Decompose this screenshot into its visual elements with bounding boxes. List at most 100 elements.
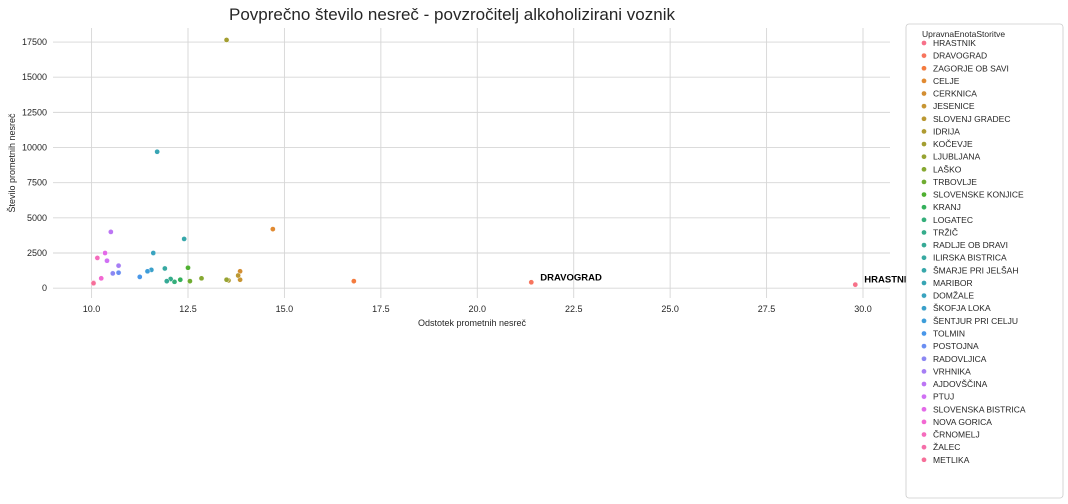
scatter-point — [223, 37, 230, 43]
scatter-point — [351, 278, 357, 284]
legend-marker — [921, 229, 927, 236]
x-ticks: 10.0 12.5 15.0 17.5 20.0 22.5 25.0 27.5 30.0 — [83, 304, 872, 314]
scatter-point — [528, 279, 535, 286]
scatter-point — [177, 276, 184, 283]
scatter-point — [94, 255, 101, 261]
chart-title: Povprečno število nesreč - povzročitelj … — [229, 5, 675, 24]
scatter-point — [163, 278, 170, 284]
legend-marker — [921, 204, 927, 211]
legend-entry: TOLMIN — [933, 328, 965, 338]
scatter-point — [108, 229, 114, 235]
legend-entry: LAŠKO — [933, 164, 962, 174]
legend-entry: LOGATEC — [933, 215, 973, 225]
legend-marker — [921, 292, 927, 299]
legend-entry: HRASTNIK — [933, 38, 976, 48]
x-tick-label: 27.5 — [758, 304, 776, 314]
legend-entry: ŽALEC — [933, 442, 960, 452]
legend-entry: DRAVOGRAD — [933, 51, 987, 61]
scatter-point — [181, 236, 187, 242]
x-tick-label: 17.5 — [372, 304, 390, 314]
y-tick-label: 10000 — [22, 143, 47, 153]
y-tick-label: 7500 — [27, 178, 47, 188]
scatter-point — [223, 276, 230, 283]
y-tick-label: 0 — [42, 283, 47, 293]
legend-marker — [921, 343, 927, 349]
scatter-point — [852, 281, 859, 288]
legend-items: HRASTNIK DRAVOGRAD ZAGORJE OB SAVI CELJE CER… — [921, 38, 1026, 465]
y-ticks: 0 2500 5000 7500 10000 12500 15000 17500 — [22, 37, 47, 293]
x-tick-label: 22.5 — [565, 304, 583, 314]
legend-marker — [921, 431, 927, 438]
legend-entry: TRŽIČ — [933, 227, 958, 237]
legend-entry: ŠMARJE PRI JELŠAH — [933, 265, 1019, 275]
scatter-point — [150, 250, 157, 256]
legend-entry: IDRIJA — [933, 126, 960, 136]
legend-marker — [921, 242, 927, 248]
legend-marker — [921, 267, 927, 274]
scatter-point — [136, 274, 143, 280]
legend-marker — [921, 216, 927, 223]
x-axis-label: Odstotek prometnih nesreč — [418, 318, 527, 328]
legend-marker — [921, 355, 927, 362]
legend-marker — [921, 406, 927, 413]
legend-marker — [921, 368, 927, 375]
legend-marker — [921, 166, 927, 173]
legend-marker — [921, 419, 927, 425]
scatter-point — [144, 268, 151, 275]
legend-marker — [921, 444, 927, 451]
legend-entry: DOMŽALE — [933, 291, 974, 301]
legend-entry: JESENICE — [933, 101, 975, 111]
legend-entry: VRHNIKA — [933, 366, 971, 376]
y-tick-label: 5000 — [27, 213, 47, 223]
legend-marker — [921, 191, 927, 198]
legend-entry: ŠKOFJA LOKA — [933, 303, 991, 313]
legend-entry: RADOVLJICA — [933, 354, 987, 364]
legend-marker — [921, 179, 927, 185]
legend-marker — [921, 393, 927, 400]
legend-entry: ČRNOMELJ — [933, 430, 980, 440]
legend-entry: CERKNICA — [933, 89, 977, 99]
legend-entry: LJUBLJANA — [933, 152, 981, 162]
annotations: DRAVOGRAD HRASTNIK — [540, 272, 913, 285]
scatter-point — [90, 280, 97, 287]
legend-marker — [921, 128, 927, 135]
legend-entry: METLIKA — [933, 455, 970, 465]
legend-entry: ZAGORJE OB SAVI — [933, 63, 1009, 73]
legend-entry: MARIBOR — [933, 278, 973, 288]
legend-title: UpravnaEnotaStoritve — [922, 29, 1005, 39]
legend-entry: SLOVENJ GRADEC — [933, 114, 1010, 124]
x-tick-label: 25.0 — [661, 304, 679, 314]
y-axis-label: Število prometnih nesreč — [7, 113, 17, 213]
legend-entry: ILIRSKA BISTRICA — [933, 253, 1007, 263]
legend-marker — [921, 103, 927, 110]
legend-entry: SLOVENSKA BISTRICA — [933, 404, 1026, 414]
scatter-point — [235, 272, 241, 279]
legend-marker — [921, 456, 927, 463]
legend-marker — [921, 153, 927, 160]
legend-entry: KOČEVJE — [933, 139, 973, 149]
y-tick-label: 12500 — [22, 107, 47, 117]
legend-entry: POSTOJNA — [933, 341, 979, 351]
point-annotation: HRASTNIK — [864, 275, 913, 286]
point-annotation: DRAVOGRAD — [540, 272, 602, 283]
legend-marker — [921, 318, 927, 324]
scatter-point — [270, 226, 276, 232]
data-points — [90, 37, 859, 288]
legend-marker — [921, 280, 927, 286]
legend-marker — [921, 141, 927, 147]
x-tick-label: 12.5 — [179, 304, 197, 314]
legend-entry: TRBOVLJE — [933, 177, 977, 187]
legend-marker — [921, 115, 927, 122]
y-tick-label: 2500 — [27, 248, 47, 258]
x-tick-label: 15.0 — [276, 304, 294, 314]
y-tick-label: 17500 — [22, 37, 47, 47]
scatter-point — [115, 262, 122, 269]
legend-marker — [921, 305, 927, 312]
scatter-point — [171, 278, 178, 285]
scatter-point — [104, 257, 110, 264]
scatter-point — [98, 275, 105, 282]
legend-frame — [905, 23, 1064, 499]
scatter-point — [115, 269, 122, 276]
legend-entry: ŠENTJUR PRI CELJU — [933, 316, 1018, 326]
